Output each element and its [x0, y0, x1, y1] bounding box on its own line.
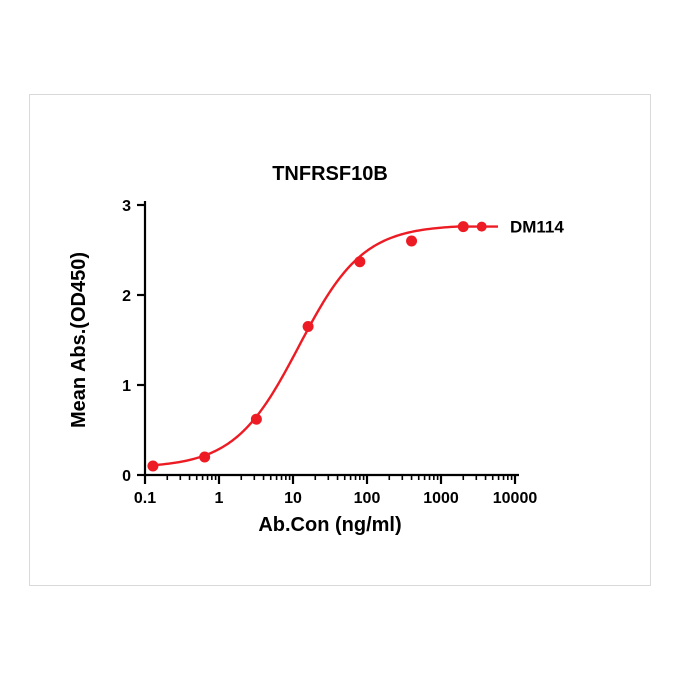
y-tick-label: 3: [122, 198, 131, 215]
x-tick-label: 1: [215, 490, 224, 507]
y-tick-label: 1: [122, 378, 131, 395]
canvas: TNFRSF10B 0 1 2 3 0.1 1 10 100 1000 10000 Ab.Con (n…: [0, 0, 680, 680]
data-point: [148, 461, 158, 471]
y-tick-label: 0: [122, 468, 131, 485]
data-point: [407, 236, 417, 246]
legend-marker: [477, 222, 487, 232]
data-point: [251, 414, 261, 424]
chart-frame: TNFRSF10B 0 1 2 3 0.1 1 10 100 1000 10000 Ab.Con (n…: [29, 94, 651, 586]
y-tick-label: 2: [122, 288, 131, 305]
x-tick-label: 10: [284, 490, 302, 507]
y-axis-label: Mean Abs.(OD450): [68, 252, 90, 428]
data-point: [355, 257, 365, 267]
x-tick-label: 10000: [493, 490, 538, 507]
data-point: [303, 322, 313, 332]
chart-title: TNFRSF10B: [272, 163, 388, 185]
x-axis-label: Ab.Con (ng/ml): [258, 514, 401, 536]
x-tick-label: 0.1: [134, 490, 156, 507]
data-point: [200, 452, 210, 462]
x-tick-label: 1000: [423, 490, 459, 507]
chart-svg: TNFRSF10B 0 1 2 3 0.1 1 10 100 1000 10000 Ab.Con (n…: [30, 95, 650, 585]
x-tick-label: 100: [354, 490, 381, 507]
legend-label: DM114: [510, 218, 564, 237]
